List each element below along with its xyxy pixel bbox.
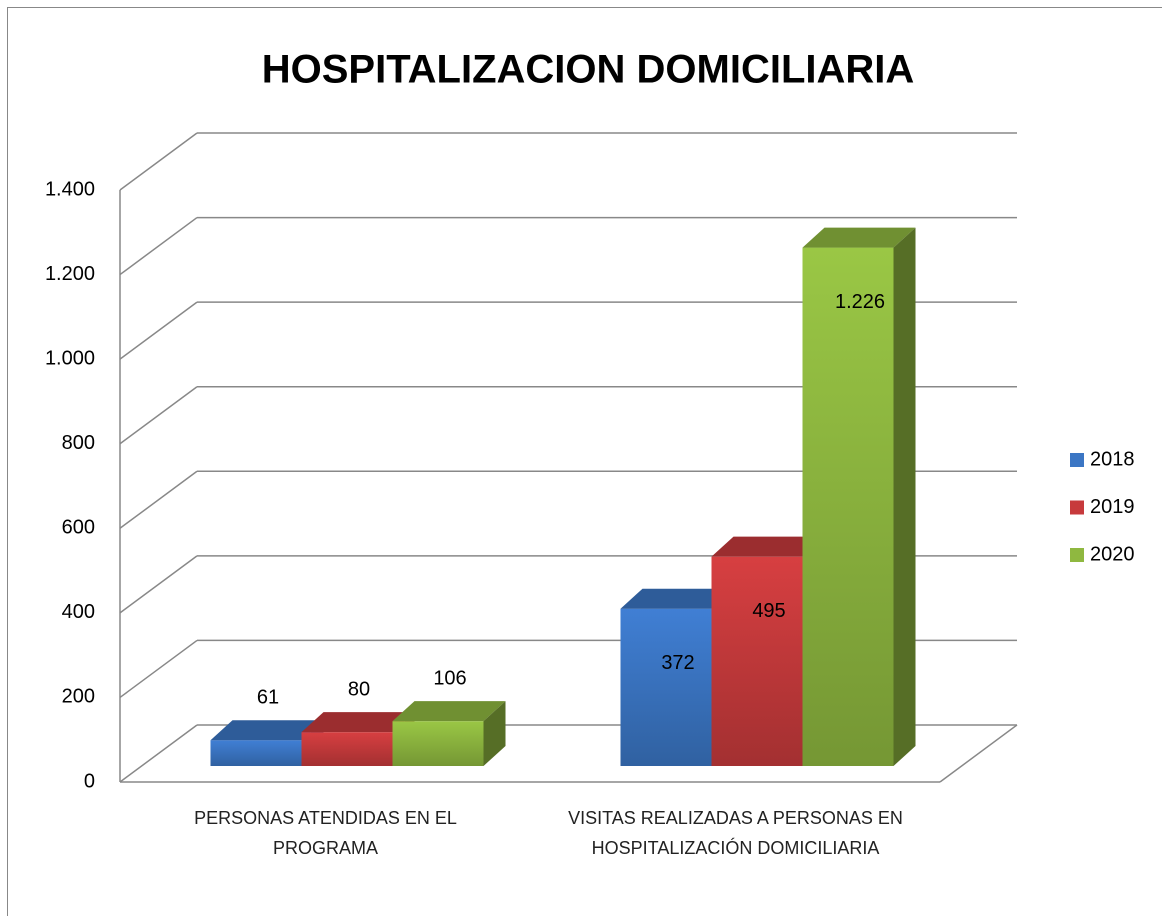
grid-line [119, 132, 198, 191]
legend-swatch [1070, 500, 1084, 515]
data-label: 61 [257, 686, 279, 708]
grid-line [119, 216, 198, 276]
bar [620, 608, 712, 766]
chart-title: HOSPITALIZACION DOMICILIARIA [262, 48, 915, 92]
grid-line [119, 555, 198, 614]
bar [301, 732, 393, 766]
legend-label: 2018 [1090, 448, 1135, 470]
bar-top [711, 536, 825, 557]
bar-side [893, 227, 916, 766]
legend-label: 2020 [1090, 543, 1135, 565]
data-label: 372 [661, 652, 694, 674]
legend-swatch [1070, 453, 1084, 467]
y-tick-label: 0 [84, 770, 95, 792]
y-tick-label: 1.200 [45, 263, 95, 285]
grid-line [119, 639, 198, 699]
data-label: 1.226 [835, 291, 885, 313]
y-tick-label: 200 [62, 686, 95, 708]
legend-label: 2019 [1090, 496, 1135, 518]
data-label: 80 [348, 678, 370, 700]
bar-side [483, 701, 506, 766]
data-label: 106 [433, 667, 466, 689]
bar-top [620, 588, 734, 609]
bar [392, 721, 484, 766]
bar-top [802, 227, 916, 248]
bar-top [392, 701, 506, 722]
y-tick-label: 800 [62, 432, 95, 454]
bar-top [210, 720, 324, 741]
grid-line [119, 301, 198, 360]
y-tick-label: 600 [62, 517, 95, 539]
data-label: 495 [752, 600, 785, 622]
legend-swatch [1070, 548, 1084, 562]
y-tick-label: 400 [62, 601, 95, 623]
chart-border [7, 7, 1162, 916]
grid-line [119, 470, 198, 529]
floor-edge [939, 724, 1018, 783]
y-tick-label: 1.000 [45, 347, 95, 369]
bar [802, 247, 894, 766]
x-tick-label: VISITAS REALIZADAS A PERSONAS EN HOSPITA… [568, 808, 903, 858]
grid-line [119, 386, 198, 445]
x-tick-label: PERSONAS ATENDIDAS EN EL PROGRAMA [194, 808, 457, 858]
y-tick-label: 1.400 [45, 178, 95, 200]
bar [711, 556, 803, 766]
bar [210, 740, 302, 766]
bar-top [301, 712, 415, 733]
grid-line [119, 724, 198, 783]
